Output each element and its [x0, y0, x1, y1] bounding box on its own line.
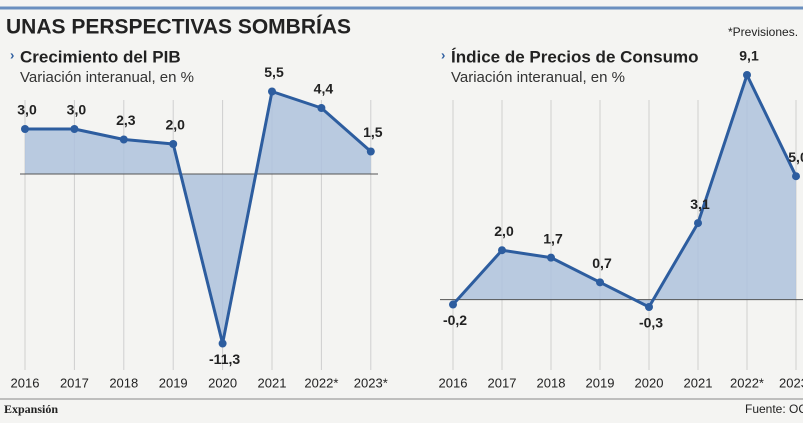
- value-label: 3,1: [690, 196, 710, 212]
- chart-title: Crecimiento del PIB: [20, 47, 181, 66]
- point: [743, 71, 751, 79]
- point: [21, 125, 29, 133]
- point: [317, 104, 326, 112]
- page-title: UNAS PERSPECTIVAS SOMBRÍAS: [6, 16, 351, 39]
- point: [218, 339, 227, 348]
- point: [596, 278, 604, 287]
- point: [792, 172, 800, 181]
- x-tick-label: 2020: [208, 375, 237, 390]
- value-label: 0,7: [592, 255, 612, 271]
- chart-subtitle: Variación interanual, en %: [20, 69, 194, 86]
- chart-title: Índice de Precios de Consumo: [451, 47, 699, 66]
- x-tick-label: 2022*: [730, 375, 764, 390]
- x-tick-label: 2020: [635, 375, 664, 390]
- area: [453, 75, 796, 307]
- point: [366, 147, 375, 156]
- line: [25, 90, 372, 345]
- x-tick-label: 2017: [488, 375, 517, 390]
- source: Fuente: OCDE: [745, 402, 803, 416]
- value-label: -0,3: [639, 315, 663, 331]
- point: [119, 135, 128, 144]
- x-tick-label: 2016: [439, 375, 468, 390]
- value-label: 5,5: [264, 64, 284, 80]
- value-label: 1,7: [543, 230, 563, 246]
- value-label: 3,0: [17, 102, 37, 118]
- line: [451, 73, 798, 309]
- x-tick-label: 2018: [537, 375, 566, 390]
- brand: Expansión: [4, 402, 58, 416]
- bullet: ›: [441, 47, 445, 62]
- value-label: -11,3: [209, 351, 240, 367]
- bullet: ›: [10, 47, 14, 62]
- point: [498, 246, 506, 255]
- x-tick-label: 2018: [109, 375, 138, 390]
- point: [70, 125, 79, 133]
- x-tick-label: 2022*: [304, 375, 338, 390]
- value-label: 2,3: [116, 112, 136, 128]
- point: [645, 303, 653, 311]
- value-label: -0,2: [443, 312, 467, 328]
- point: [268, 87, 276, 96]
- x-tick-label: 2023*: [779, 375, 803, 390]
- point: [449, 300, 457, 309]
- point: [694, 219, 702, 228]
- value-label: 2,0: [165, 117, 185, 133]
- value-label: 1,5: [363, 124, 383, 140]
- value-label: 5,0: [788, 149, 803, 165]
- value-label: 3,0: [67, 102, 87, 118]
- value-label: 4,4: [314, 81, 334, 97]
- chart-subtitle: Variación interanual, en %: [451, 69, 625, 86]
- area: [25, 91, 371, 344]
- x-tick-label: 2017: [60, 375, 89, 390]
- x-tick-label: 2016: [11, 375, 40, 390]
- x-tick-label: 2021: [684, 375, 713, 390]
- note: *Previsiones.: [728, 25, 798, 39]
- x-tick-label: 2019: [586, 375, 615, 390]
- point: [547, 253, 555, 262]
- value-label: 2,0: [494, 223, 514, 239]
- x-tick-label: 2021: [258, 375, 287, 390]
- x-tick-label: 2019: [159, 375, 188, 390]
- point: [169, 140, 178, 148]
- value-label: 9,1: [739, 48, 759, 64]
- x-tick-label: 2023*: [354, 375, 388, 390]
